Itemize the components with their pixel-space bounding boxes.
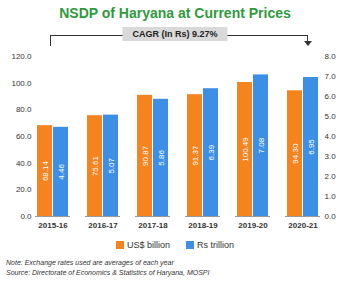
svg-text:4.0: 4.0 bbox=[325, 132, 337, 141]
svg-text:100.49: 100.49 bbox=[241, 137, 250, 162]
html-text:US$ billion: US$ billion bbox=[127, 240, 170, 250]
html-text:Source: Directorate of Economi: Source: Directorate of Economics & Stati… bbox=[6, 269, 210, 276]
svg-text:120.0: 120.0 bbox=[11, 52, 32, 61]
html-text:NSDP of Haryana at Current Pri: NSDP of Haryana at Current Prices bbox=[59, 5, 291, 21]
svg-text:2.0: 2.0 bbox=[325, 172, 337, 181]
svg-text:7.08: 7.08 bbox=[257, 137, 266, 153]
svg-text:80.0: 80.0 bbox=[16, 105, 32, 114]
svg-text:75.61: 75.61 bbox=[91, 156, 100, 177]
svg-text:2019-20: 2019-20 bbox=[238, 221, 268, 230]
svg-text:7.0: 7.0 bbox=[325, 72, 337, 81]
svg-text:2016-17: 2016-17 bbox=[88, 221, 118, 230]
svg-text:40.0: 40.0 bbox=[16, 159, 32, 168]
svg-text:1.0: 1.0 bbox=[325, 192, 337, 201]
html-text:Note: Exchange rates used are: Note: Exchange rates used are averages o… bbox=[6, 259, 174, 266]
svg-text:60.0: 60.0 bbox=[16, 132, 32, 141]
svg-text:8.0: 8.0 bbox=[325, 52, 337, 61]
svg-text:4.46: 4.46 bbox=[57, 164, 66, 180]
svg-text:2020-21: 2020-21 bbox=[288, 221, 318, 230]
svg-text:6.39: 6.39 bbox=[207, 144, 216, 160]
html-text:Rs trillion: Rs trillion bbox=[197, 240, 234, 250]
html-text:CAGR (In Rs) 9.27%: CAGR (In Rs) 9.27% bbox=[132, 29, 218, 39]
svg-text:2015-16: 2015-16 bbox=[38, 221, 68, 230]
svg-text:5.07: 5.07 bbox=[107, 157, 116, 173]
svg-text:6.0: 6.0 bbox=[325, 92, 337, 101]
svg-text:20.0: 20.0 bbox=[16, 185, 32, 194]
svg-text:91.37: 91.37 bbox=[191, 145, 200, 166]
svg-text:0.0: 0.0 bbox=[325, 212, 337, 221]
svg-text:5.86: 5.86 bbox=[157, 150, 166, 166]
svg-text:2017-18: 2017-18 bbox=[138, 221, 168, 230]
svg-text:100.0: 100.0 bbox=[11, 79, 32, 88]
svg-text:5.0: 5.0 bbox=[325, 112, 337, 121]
svg-text:6.95: 6.95 bbox=[307, 139, 316, 155]
svg-text:94.30: 94.30 bbox=[291, 143, 300, 164]
svg-text:2018-19: 2018-19 bbox=[188, 221, 218, 230]
svg-text:90.87: 90.87 bbox=[141, 145, 150, 166]
svg-text:0.0: 0.0 bbox=[20, 212, 32, 221]
svg-text:3.0: 3.0 bbox=[325, 152, 337, 161]
svg-text:68.14: 68.14 bbox=[41, 161, 50, 182]
